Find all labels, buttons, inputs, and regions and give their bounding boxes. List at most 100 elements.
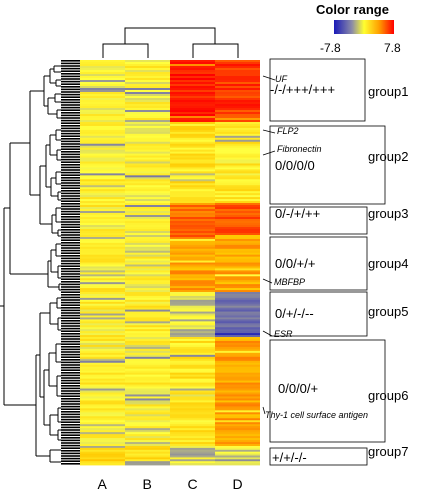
heatmap-cell [80, 382, 125, 385]
heatmap-cell [215, 416, 260, 419]
heatmap-cell [215, 219, 260, 222]
heatmap-cell [215, 376, 260, 380]
heatmap-cell [170, 382, 215, 385]
row-tick [61, 281, 80, 283]
heatmap-cell [170, 189, 215, 192]
heatmap-cell [215, 420, 260, 423]
row-tick [61, 359, 80, 361]
heatmap-cell [170, 171, 215, 174]
heatmap-cell [170, 442, 215, 445]
row-dendrogram-branch [50, 171, 61, 201]
gene-pointer [262, 406, 266, 415]
heatmap-cell [170, 378, 215, 381]
row-tick [61, 369, 80, 371]
heatmap-cell [215, 242, 260, 246]
heatmap-cell [80, 350, 125, 354]
legend-title: Color range [316, 2, 389, 17]
row-tick [61, 278, 80, 280]
heatmap-cell [215, 127, 260, 131]
heatmap-cell [170, 185, 215, 188]
heatmap-cell [170, 135, 215, 139]
heatmap-cell [215, 195, 260, 198]
group-box [269, 58, 366, 122]
legend-max-label: 7.8 [384, 41, 401, 55]
heatmap-cell [80, 303, 125, 307]
heatmap-cell [80, 270, 125, 273]
row-tick [61, 312, 80, 314]
heatmap-cell [80, 370, 125, 374]
heatmap-cell [215, 256, 260, 259]
heatmap-cell [215, 337, 260, 340]
heatmap-cell [215, 282, 260, 285]
row-tick [61, 372, 80, 374]
heatmap-cell [215, 102, 260, 105]
heatmap-cell [125, 72, 170, 75]
heatmap-cell [170, 84, 215, 87]
heatmap-cell [215, 386, 260, 389]
heatmap-cell [125, 348, 170, 352]
row-tick [61, 257, 80, 260]
heatmap-cell [125, 114, 170, 117]
heatmap-cell [215, 213, 260, 216]
heatmap-cell [125, 461, 170, 464]
row-tick [61, 145, 80, 148]
row-tick [61, 210, 80, 213]
heatmap-cell [80, 102, 125, 105]
heatmap-cell [125, 223, 170, 226]
row-tick [61, 96, 80, 98]
row-tick [61, 197, 80, 200]
heatmap-cell [215, 400, 260, 403]
heatmap-cell [80, 444, 125, 447]
heatmap-cell [170, 149, 215, 153]
heatmap-cell [80, 295, 125, 299]
heatmap-cell [80, 434, 125, 437]
heatmap-cell [125, 78, 170, 81]
heatmap-cell [170, 410, 215, 413]
heatmap-cell [215, 70, 260, 73]
heatmap-cells [80, 60, 260, 466]
heatmap-cell [125, 372, 170, 376]
heatmap-cell [170, 319, 215, 322]
heatmap-cell [170, 268, 215, 271]
heatmap-cell [170, 352, 215, 356]
heatmap-cell [125, 396, 170, 399]
heatmap-cell [125, 338, 170, 342]
heatmap-cell [80, 74, 125, 77]
gene-pointer [262, 129, 276, 134]
heatmap-cell [215, 286, 260, 289]
heatmap-cell [170, 244, 215, 248]
heatmap-cell [125, 163, 170, 166]
heatmap-cell [80, 436, 125, 439]
heatmap-cell [215, 76, 260, 79]
row-tick [61, 346, 80, 348]
heatmap-cell [125, 412, 170, 415]
heatmap-cell [80, 201, 125, 204]
heatmap-cell [215, 217, 260, 220]
heatmap-cell [80, 90, 125, 93]
heatmap-cell [215, 321, 260, 324]
heatmap-cell [80, 221, 125, 224]
heatmap-cell [80, 301, 125, 305]
heatmap-cell [170, 82, 215, 85]
heatmap-cell [125, 74, 170, 77]
heatmap-cell [170, 242, 215, 246]
heatmap-cell [215, 432, 260, 435]
heatmap-cell [215, 372, 260, 376]
heatmap-cell [170, 183, 215, 186]
heatmap-cell [215, 258, 260, 261]
heatmap-cell [215, 354, 260, 358]
heatmap-cell [80, 199, 125, 202]
heatmap-cell [170, 90, 215, 93]
heatmap-cell [170, 219, 215, 222]
heatmap-cell [215, 98, 260, 101]
heatmap-cell [125, 436, 170, 439]
heatmap-cell [170, 169, 215, 172]
heatmap-cell [215, 295, 260, 299]
row-tick [61, 296, 80, 299]
heatmap-cell [215, 410, 260, 413]
heatmap-cell [125, 244, 170, 248]
heatmap-cell [170, 201, 215, 204]
heatmap-cell [125, 430, 170, 433]
heatmap-cell [215, 301, 260, 305]
heatmap-cell [125, 205, 170, 208]
